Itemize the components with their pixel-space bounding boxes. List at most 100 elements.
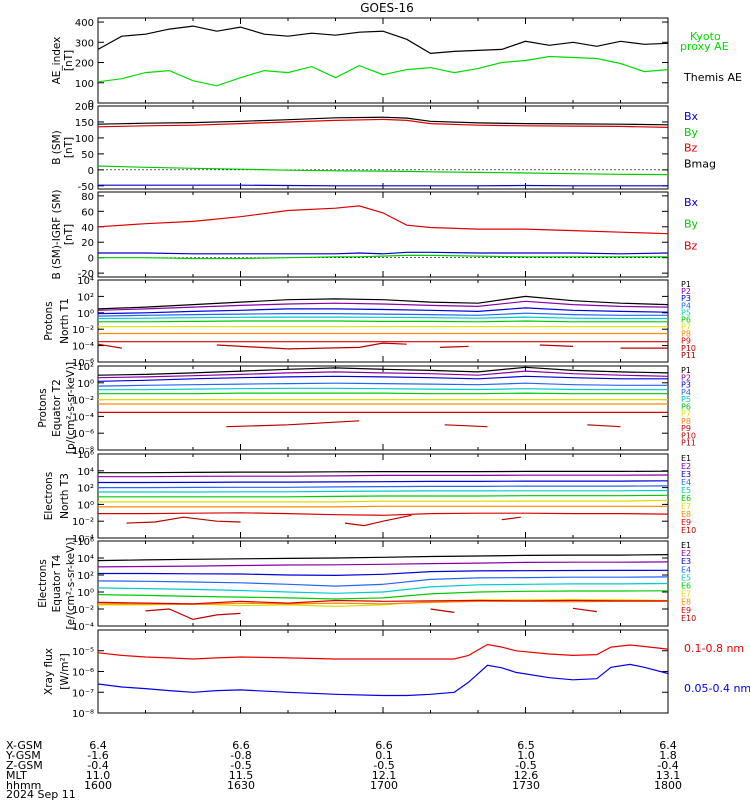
legend-entry: Bmag xyxy=(684,157,716,170)
y-tick-label: 200 xyxy=(75,59,94,70)
legend-entry: E8 xyxy=(681,510,691,519)
legend-entry: P5 xyxy=(681,395,691,404)
panel-4: 10⁻⁶ 10⁻⁴ 10⁻² 10⁰ 10² 10⁴ Protons North T1 P1P2… xyxy=(43,276,696,369)
y-tick-label: -20 xyxy=(78,269,94,280)
y-tick-label: 10⁻⁵ xyxy=(72,647,94,658)
panel-7: 10⁻⁴ 10⁻² 10⁰ 10² 10⁴ 10⁶ Electrons Equator T4[… xyxy=(37,537,696,633)
legend-entry: P7 xyxy=(681,410,691,419)
ephemeris-row-label: MLT xyxy=(6,769,27,782)
ephemeris-value: 1600 xyxy=(84,779,112,792)
plot-title: GOES-16 xyxy=(360,1,414,15)
legend-entry: P11 xyxy=(681,439,696,448)
ephemeris-value: -0.8 xyxy=(230,749,251,762)
series-e3 xyxy=(98,480,669,484)
y-tick-label: -50 xyxy=(78,182,94,193)
y-tick-label: 10⁻⁴ xyxy=(72,412,94,423)
y-tick-label: 10⁻² xyxy=(72,325,94,336)
legend-entry: proxy AE xyxy=(680,40,729,53)
segment-p10 xyxy=(226,420,360,428)
y-tick-label: 10⁻⁸ xyxy=(72,709,94,720)
y-axis-label: North T1 xyxy=(59,298,71,344)
segment-p10 xyxy=(439,345,469,348)
legend-entry: E10 xyxy=(681,526,696,535)
y-tick-label: 20 xyxy=(81,238,94,249)
legend-entry: By xyxy=(684,126,699,139)
panel-2: -50 0 50 100 150 200 B (SM) [nT] Bx By Bz Bmag xyxy=(51,102,716,193)
segment-e10 xyxy=(145,608,241,621)
date-label: 2024 Sep 11 xyxy=(6,788,76,800)
legend-entry: P9 xyxy=(681,337,691,346)
series-bz xyxy=(97,205,669,235)
legend-entry: Bx xyxy=(684,110,699,123)
series-e3 xyxy=(98,569,669,577)
legend-entry: E8 xyxy=(681,598,691,607)
series-e8 xyxy=(98,505,668,508)
series-bmag xyxy=(97,116,669,126)
ephemeris-value: 1.8 xyxy=(659,749,677,762)
y-axis-label: [nT] xyxy=(63,224,75,245)
legend-entry: P5 xyxy=(681,308,691,317)
series-bx xyxy=(98,184,668,187)
ephemeris-row-label: Z-GSM xyxy=(6,759,43,772)
legend-entry: E10 xyxy=(681,614,696,623)
segment-p10 xyxy=(216,342,407,350)
series-p5 xyxy=(98,387,668,391)
panel-5: 10⁻⁸ 10⁻⁶ 10⁻⁴ 10⁻² 10⁰ 10² Protons Equator T2[… xyxy=(37,362,696,457)
ephemeris-value: 12.1 xyxy=(372,769,397,782)
series-p2 xyxy=(97,370,669,379)
y-tick-label: 10⁶ xyxy=(77,450,94,461)
segment-p10 xyxy=(444,424,488,428)
ephemeris-row-label: X-GSM xyxy=(6,739,42,752)
legend-entry: 0.05-0.4 nm xyxy=(684,682,750,695)
y-axis-label: Electrons xyxy=(37,559,49,608)
series-e6 xyxy=(97,590,669,600)
series-themis-ae xyxy=(97,55,669,87)
series-e4 xyxy=(97,576,669,587)
y-tick-label: 10⁻⁴ xyxy=(72,622,94,633)
ephemeris-value: 1730 xyxy=(512,779,540,792)
y-tick-label: 60 xyxy=(81,207,94,218)
panel-8: 10⁻⁸ 10⁻⁷ 10⁻⁶ 10⁻⁵ Xray flux [W/m²] 0.1-0.8 n… xyxy=(43,629,750,720)
y-axis-label: [e/(cm²-s-sr-keV)] xyxy=(65,538,77,630)
ephemeris-value: -0.5 xyxy=(373,759,394,772)
ephemeris-value: 12.6 xyxy=(514,769,539,782)
legend-entry: P9 xyxy=(681,424,691,433)
series-bx xyxy=(98,251,669,255)
series-0-1-0-8-nm xyxy=(97,643,669,660)
y-axis-label: B (SM)-IGRF (SM) xyxy=(51,189,63,279)
y-axis-label: Equator T4 xyxy=(51,554,63,612)
legend-entry: P6 xyxy=(681,402,691,411)
segment-e10 xyxy=(344,514,412,527)
series-p6 xyxy=(98,392,668,395)
legend-entry: E1 xyxy=(681,454,691,463)
y-tick-label: 200 xyxy=(75,102,94,113)
ephemeris-value: 13.1 xyxy=(656,769,681,782)
legend-entry: P4 xyxy=(681,388,691,397)
legend-entry: P1 xyxy=(681,366,691,375)
series-e4 xyxy=(98,485,669,489)
y-tick-label: 10⁻⁴ xyxy=(72,342,94,353)
y-axis-label: North T3 xyxy=(59,473,71,519)
legend-entry: E1 xyxy=(681,541,691,550)
legend-entry: P1 xyxy=(681,280,691,289)
series-e5 xyxy=(97,582,669,594)
y-tick-label: 10⁻² xyxy=(72,396,94,407)
legend-entry: E5 xyxy=(681,486,691,495)
legend-entry: E7 xyxy=(681,590,691,599)
y-axis-label: Xray flux xyxy=(43,648,55,695)
legend-entry: P11 xyxy=(681,351,696,360)
y-axis-label: AE_index xyxy=(51,37,63,85)
y-tick-label: 10⁰ xyxy=(77,309,94,320)
series-p4 xyxy=(97,382,668,387)
y-tick-label: 40 xyxy=(81,223,94,234)
ephemeris-value: 1700 xyxy=(370,779,398,792)
legend-entry: P8 xyxy=(681,417,691,426)
series-e2 xyxy=(97,561,669,568)
legend-entry: P3 xyxy=(681,294,691,303)
series-e6 xyxy=(98,494,669,498)
y-tick-label: 100 xyxy=(75,79,94,90)
y-tick-label: 10⁴ xyxy=(77,554,94,565)
ephemeris-value: -0.4 xyxy=(657,759,678,772)
legend-entry: E7 xyxy=(681,502,691,511)
